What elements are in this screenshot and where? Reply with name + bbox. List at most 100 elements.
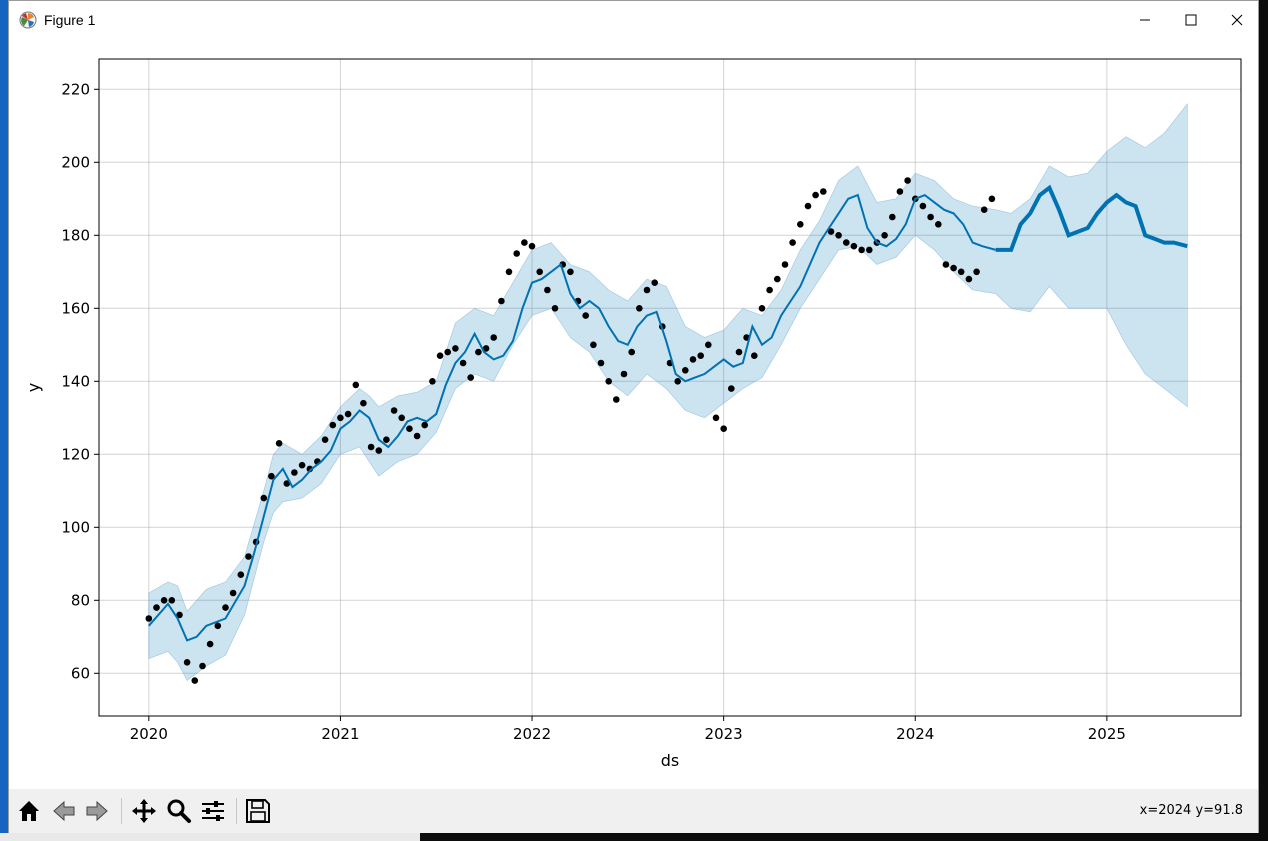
y-tick-label: 120 (61, 445, 90, 463)
observed-point (843, 239, 850, 246)
minimize-icon (1140, 19, 1150, 21)
sliders-icon (202, 801, 224, 821)
observed-point (337, 414, 344, 422)
observed-point (866, 246, 873, 254)
observed-point (827, 228, 835, 235)
observed-point (383, 436, 390, 444)
observed-point (820, 188, 827, 195)
observed-point (199, 662, 206, 670)
cursor-coordinates: x=2024 y=91.8 (1139, 803, 1243, 818)
save-button[interactable] (243, 796, 273, 826)
back-button[interactable] (49, 796, 79, 826)
forward-button[interactable] (82, 796, 112, 826)
observed-point (176, 611, 183, 619)
matplotlib-icon (19, 11, 37, 29)
observed-point (751, 352, 758, 360)
observed-point (789, 239, 796, 246)
observed-point (804, 202, 812, 210)
observed-point (735, 348, 743, 356)
window-title: Figure 1 (44, 12, 96, 28)
observed-point (237, 571, 245, 578)
pan-button[interactable] (129, 796, 159, 826)
observed-point (674, 378, 681, 385)
observed-point (988, 195, 996, 203)
observed-point (536, 268, 543, 276)
observed-point (291, 469, 298, 476)
observed-point (935, 221, 942, 228)
observed-point (850, 242, 858, 250)
observed-point (352, 381, 360, 389)
plot-canvas[interactable]: 2020 2021 2022 2023 2024 2025 60 80 100 120 140 160… (9, 39, 1258, 789)
observed-point (406, 425, 413, 433)
observed-point (390, 407, 398, 414)
observed-point (973, 268, 980, 276)
observed-point (429, 378, 436, 385)
y-axis-label: y (24, 383, 43, 392)
observed-point (942, 261, 950, 268)
x-tick-label: 2023 (705, 725, 743, 743)
x-tick-label: 2025 (1088, 725, 1126, 743)
forward-arrow-icon (86, 800, 108, 822)
observed-point (590, 341, 597, 349)
observed-point (191, 677, 199, 684)
observed-point (482, 345, 490, 352)
y-tick-label: 60 (71, 664, 90, 682)
observed-point (222, 604, 229, 611)
home-icon (19, 801, 39, 821)
close-icon (1231, 14, 1243, 26)
x-tick-label: 2020 (130, 725, 168, 743)
observed-point (636, 305, 643, 312)
y-tick-label: 100 (61, 518, 90, 536)
maximize-icon (1185, 14, 1197, 26)
observed-point (245, 553, 252, 560)
observed-point (812, 191, 819, 199)
observed-point (214, 622, 222, 630)
observed-point (651, 279, 658, 286)
toolbar-separator (121, 798, 122, 824)
x-tick-label: 2024 (896, 725, 934, 743)
axes-frame (98, 58, 1242, 717)
observed-point (283, 480, 291, 487)
observed-point (498, 297, 505, 305)
minimize-button[interactable] (1122, 1, 1168, 39)
zoom-button[interactable] (164, 796, 194, 826)
desktop-background-left (0, 0, 10, 841)
observed-point (858, 246, 865, 254)
close-button[interactable] (1214, 1, 1260, 39)
observed-point (950, 264, 957, 272)
observed-point (275, 440, 283, 447)
observed-point (505, 268, 513, 276)
observed-point (229, 589, 237, 597)
observed-point (957, 268, 965, 276)
save-floppy-icon (246, 799, 270, 823)
observed-point (183, 659, 191, 666)
observed-point (567, 268, 574, 276)
taskbar-background (0, 833, 1268, 841)
x-tick-label: 2022 (513, 725, 551, 743)
toolbar-separator (236, 798, 237, 824)
figure-window: Figure 1 2020 2021 2022 2023 2024 2025 60 80 100… (8, 0, 1259, 833)
observed-point (413, 432, 421, 440)
zoom-magnifier-icon (167, 799, 191, 823)
navigation-toolbar: x=2024 y=91.8 (9, 789, 1258, 833)
home-button[interactable] (14, 796, 44, 826)
observed-point (444, 348, 452, 356)
observed-point (329, 421, 337, 429)
observed-point (766, 286, 773, 294)
observed-point (421, 421, 429, 429)
title-bar[interactable]: Figure 1 (9, 1, 1258, 39)
observed-point (475, 348, 482, 356)
observed-point (980, 206, 988, 213)
observed-point (728, 385, 735, 392)
observed-point (168, 597, 176, 604)
maximize-button[interactable] (1168, 1, 1214, 39)
observed-point (758, 305, 766, 312)
observed-point (521, 239, 528, 246)
pan-move-icon (132, 799, 156, 823)
y-tick-label: 80 (71, 591, 90, 609)
uncertainty-interval-band (148, 103, 1188, 682)
observed-point (774, 275, 781, 283)
y-tick-label: 200 (61, 153, 90, 171)
configure-subplots-button[interactable] (198, 796, 228, 826)
observed-point (965, 275, 973, 283)
